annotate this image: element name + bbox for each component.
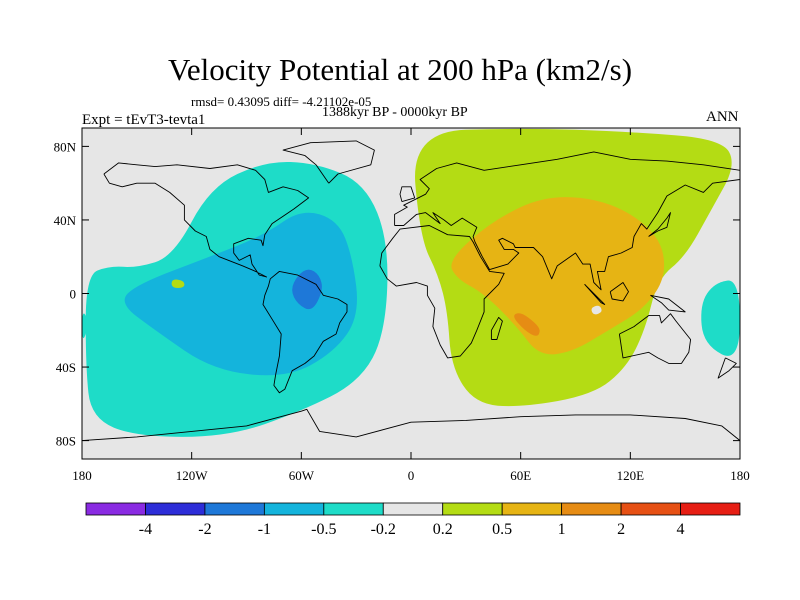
colorbar-label: 4 [677,521,685,538]
coastline-australia [618,313,692,364]
indian-ocean-near-zero-patch [591,305,602,315]
coastline-north-america [103,162,310,278]
colorbar-swatch [204,502,265,516]
coastline-greenland [282,140,375,184]
coastline-japan [648,212,671,237]
x-tick-label: 180 [72,468,92,483]
x-tick-label: 0 [408,468,415,483]
y-tick-label: 0 [70,287,77,302]
colorbar-label: 2 [617,521,625,538]
south-america-negative-core [124,212,357,376]
colorbar-label: 0.5 [492,521,512,538]
colorbar-swatch [263,502,325,516]
colorbar-swatch [145,502,206,516]
chart-title: Velocity Potential at 200 hPa (km2/s) [167,52,633,87]
colorbar-label: -2 [198,521,211,538]
coastline-eurasia [394,151,740,291]
y-tick-label: 80N [54,139,77,154]
pacific-small-positive-patch [171,279,185,288]
y-tick-label: 40S [56,360,76,375]
y-tick-label: 40N [54,213,77,228]
contour-regions [82,128,740,437]
coastline-madagascar [490,316,503,340]
period-subtitle: 1388kyr BP - 0000kyr BP [322,105,468,120]
colorbar-swatch [501,502,563,516]
coastline-borneo [609,282,629,302]
stats-subtitle: rmsd= 0.43095 diff= -4.21102e-05 [191,94,372,109]
season-label: ANN [706,109,739,125]
colorbar-swatch [620,502,681,516]
experiment-label: Expt = tEvT3-tevta1 [82,112,206,128]
coastline-antarctica [82,408,740,442]
y-tick-label: 80S [56,434,76,449]
colorbar-swatch [382,502,444,516]
x-tick-label: 60W [289,468,315,483]
x-tick-label: 60E [510,468,531,483]
colorbar: -4 -2 -1 -0.5 -0.2 0.2 0.5 1 2 4 [85,502,741,538]
coastline-south-america [262,270,348,394]
x-tick-label: 120W [176,468,209,483]
coastline-africa [379,225,505,359]
coastlines [82,140,740,442]
colorbar-swatch [442,502,503,516]
colorbar-label: -4 [139,521,152,538]
colorbar-swatch [680,502,741,516]
colorbar-label: -0.5 [311,521,336,538]
colorbar-swatch [85,502,146,516]
africa-positive-maximum [514,313,540,336]
colorbar-label: 0.2 [433,521,453,538]
x-tick-label: 180 [730,468,750,483]
colorbar-label: 1 [558,521,566,538]
west-pacific-negative-edge [82,313,88,339]
colorbar-label: -0.2 [371,521,396,538]
coastline-sumatra [584,283,606,305]
colorbar-swatch [323,502,384,516]
colorbar-swatch [561,502,622,516]
east-pacific-negative-edge [701,280,740,356]
map-axes: 180 120W 60W 0 60E 120E 180 80N 40N 0 40S 80S [54,128,750,483]
indian-ocean-positive-core [451,197,665,355]
x-tick-label: 120E [617,468,645,483]
amazon-negative-minimum [292,269,322,310]
coastline-new-guinea [650,294,686,313]
coastline-new-zealand [717,357,737,379]
coastline-great-britain [399,186,416,203]
colorbar-label: -1 [258,521,271,538]
